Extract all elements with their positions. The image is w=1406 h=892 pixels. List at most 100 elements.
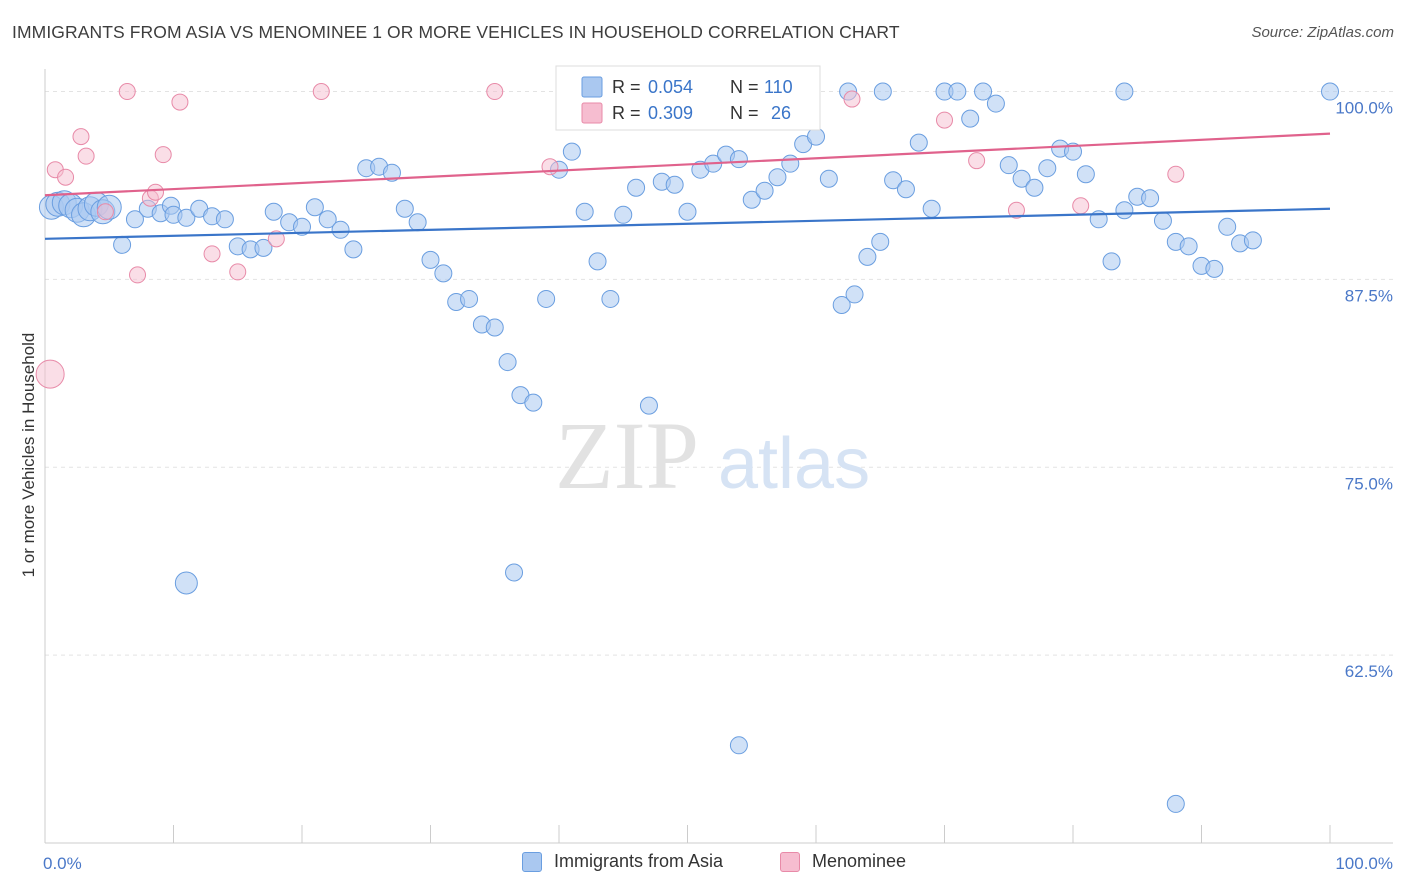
data-point-asia bbox=[961, 109, 980, 128]
data-point-menominee bbox=[1167, 165, 1185, 183]
legend-n-label: N = bbox=[730, 77, 759, 97]
y-tick-label: 75.0% bbox=[1345, 474, 1393, 493]
data-point-asia bbox=[999, 156, 1018, 175]
data-point-asia bbox=[1321, 82, 1339, 101]
trend-line-asia bbox=[44, 207, 1331, 240]
data-point-asia bbox=[729, 736, 748, 755]
data-point-asia bbox=[601, 289, 620, 308]
data-point-asia bbox=[264, 202, 283, 221]
data-point-asia bbox=[909, 133, 928, 152]
data-point-asia bbox=[174, 571, 198, 595]
data-point-menominee bbox=[203, 245, 221, 263]
data-point-menominee bbox=[968, 152, 986, 170]
data-point-asia bbox=[873, 82, 892, 101]
legend-swatch-menominee bbox=[581, 102, 603, 124]
data-point-asia bbox=[125, 210, 144, 229]
data-point-asia bbox=[434, 264, 453, 283]
legend-n-value-menominee: 26 bbox=[771, 103, 791, 123]
legend-r-label: R = bbox=[612, 103, 641, 123]
data-point-asia bbox=[781, 154, 800, 173]
data-point-asia bbox=[845, 285, 864, 304]
series-legend: Immigrants from Asia Menominee bbox=[0, 851, 1406, 879]
data-point-asia bbox=[1218, 217, 1237, 236]
y-tick-labels: 100.0% 87.5% 75.0% 62.5% bbox=[1335, 99, 1393, 682]
data-point-asia bbox=[1166, 794, 1185, 813]
series-asia-points bbox=[38, 82, 1339, 813]
data-point-asia bbox=[819, 169, 838, 188]
data-point-asia bbox=[293, 217, 311, 236]
x-tick-label: 0.0% bbox=[43, 854, 82, 873]
legend-r-value-asia: 0.054 bbox=[648, 77, 693, 97]
data-point-asia bbox=[524, 393, 543, 412]
data-point-menominee bbox=[171, 93, 189, 111]
data-point-asia bbox=[113, 235, 132, 254]
data-point-menominee bbox=[147, 183, 165, 201]
data-point-asia bbox=[678, 202, 697, 221]
data-point-asia bbox=[1025, 178, 1044, 197]
data-point-asia bbox=[588, 252, 607, 271]
data-point-asia bbox=[1012, 169, 1031, 188]
data-point-menominee bbox=[129, 266, 147, 284]
x-tick-labels: 0.0% 100.0% bbox=[43, 854, 1393, 873]
data-point-asia bbox=[832, 295, 851, 314]
legend-swatch-menominee bbox=[780, 851, 800, 872]
data-point-asia bbox=[858, 247, 877, 266]
source-credit: Source: ZipAtlas.com bbox=[1251, 24, 1394, 41]
legend-n-label: N = bbox=[730, 103, 759, 123]
data-point-menominee bbox=[1072, 197, 1090, 215]
data-point-asia bbox=[1141, 189, 1160, 208]
data-point-asia bbox=[884, 171, 903, 190]
data-point-asia bbox=[1153, 211, 1172, 230]
data-point-asia bbox=[1205, 259, 1224, 278]
chart-title: IMMIGRANTS FROM ASIA VS MENOMINEE 1 OR M… bbox=[12, 22, 900, 42]
legend-n-value-asia: 110 bbox=[764, 77, 793, 97]
data-point-asia bbox=[460, 289, 479, 308]
data-point-menominee bbox=[229, 263, 247, 281]
legend-label-asia: Immigrants from Asia bbox=[554, 851, 724, 871]
data-point-menominee bbox=[118, 83, 136, 101]
data-point-asia bbox=[922, 199, 941, 218]
y-tick-label: 62.5% bbox=[1345, 662, 1393, 681]
data-point-menominee bbox=[57, 168, 75, 186]
data-point-asia bbox=[305, 198, 324, 217]
data-point-asia bbox=[871, 232, 890, 251]
grid-lines bbox=[45, 91, 1393, 656]
y-tick-label: 87.5% bbox=[1345, 286, 1393, 305]
y-axis-label: 1 or more Vehicles in Household bbox=[19, 333, 38, 578]
data-point-asia bbox=[614, 205, 633, 224]
data-point-asia bbox=[254, 238, 273, 257]
data-point-asia bbox=[896, 180, 915, 199]
data-point-asia bbox=[1115, 82, 1134, 101]
data-point-asia bbox=[948, 82, 967, 101]
data-point-asia bbox=[1102, 252, 1121, 271]
data-point-menominee bbox=[154, 146, 172, 164]
data-point-asia bbox=[742, 190, 761, 209]
data-point-asia bbox=[331, 220, 350, 239]
data-point-asia bbox=[639, 396, 658, 415]
data-point-asia bbox=[729, 150, 748, 169]
data-point-asia bbox=[665, 175, 684, 194]
legend-label-menominee: Menominee bbox=[812, 851, 907, 871]
correlation-legend: R = 0.054 N = 110 R = 0.309 N = 26 bbox=[555, 65, 821, 131]
data-point-asia bbox=[768, 168, 787, 187]
data-point-menominee bbox=[843, 90, 861, 108]
trend-lines bbox=[44, 132, 1331, 240]
data-point-asia bbox=[1243, 231, 1262, 250]
data-point-asia bbox=[1038, 159, 1057, 178]
watermark-zip: ZIP bbox=[555, 402, 699, 509]
data-point-asia bbox=[408, 213, 427, 232]
data-point-asia bbox=[395, 199, 414, 218]
data-point-asia bbox=[1179, 237, 1198, 256]
x-tick-label: 100.0% bbox=[1335, 854, 1393, 873]
data-point-menominee bbox=[35, 359, 65, 389]
legend-swatch-asia bbox=[581, 76, 603, 98]
data-point-asia bbox=[177, 208, 196, 227]
y-tick-label: 100.0% bbox=[1335, 99, 1393, 118]
data-point-menominee bbox=[77, 147, 95, 165]
legend-item-asia: Immigrants from Asia bbox=[522, 851, 723, 872]
data-point-asia bbox=[498, 353, 517, 372]
data-point-menominee bbox=[936, 111, 953, 129]
data-point-asia bbox=[755, 181, 774, 200]
data-point-asia bbox=[807, 127, 825, 146]
